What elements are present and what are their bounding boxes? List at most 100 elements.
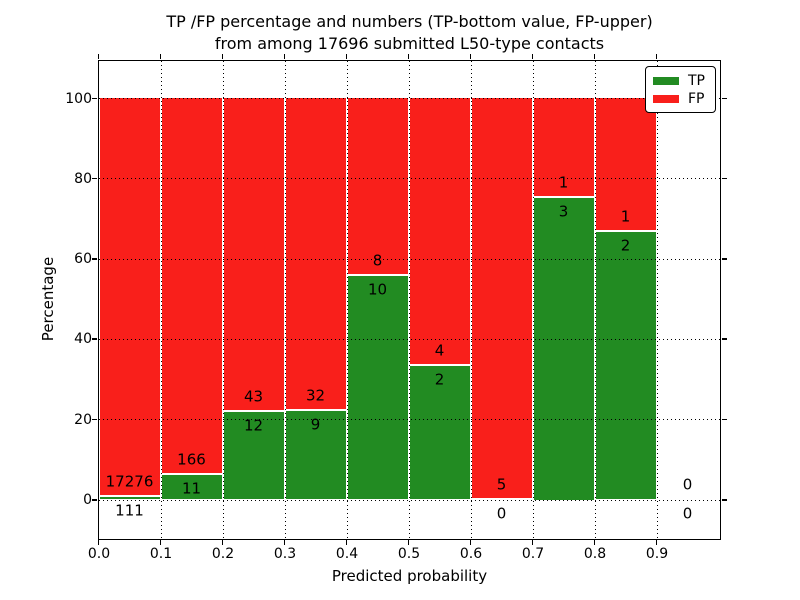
legend-entry-tp: TP	[653, 72, 708, 90]
fp-count-label: 8	[372, 251, 383, 270]
x-tick-mark	[469, 54, 472, 59]
legend: TP FP	[645, 66, 716, 113]
x-tick-mark	[593, 54, 596, 59]
y-tick-label: 80	[74, 170, 92, 187]
tp-count-label: 111	[115, 501, 144, 520]
tp-bar-segment	[284, 411, 347, 500]
fp-bar-segment	[532, 98, 595, 199]
y-tick-mark	[721, 338, 727, 340]
fp-count-label: 17276	[105, 472, 154, 491]
y-tick-label: 40	[74, 331, 92, 348]
tp-bar-segment	[532, 198, 595, 500]
x-tick-label: 0.2	[211, 546, 235, 562]
tp-bar-segment	[408, 365, 471, 500]
legend-label-fp: FP	[688, 90, 705, 107]
x-tick-mark	[531, 540, 534, 545]
y-tick-mark	[92, 258, 97, 260]
tp-bar-segment	[594, 231, 657, 500]
tp-count-label: 3	[558, 202, 569, 221]
x-tick-label: 0.0	[87, 546, 111, 562]
fp-bar-segment	[470, 98, 533, 500]
tp-count-label: 2	[434, 370, 445, 389]
x-tick-label: 0.4	[335, 546, 359, 562]
tp-count-label: 0	[496, 504, 507, 522]
x-tick-mark	[221, 540, 224, 545]
x-tick-label: 0.7	[521, 546, 545, 562]
x-tick-label: 0.6	[459, 546, 483, 562]
x-tick-mark	[283, 54, 286, 59]
fp-count-label: 5	[496, 475, 507, 493]
x-tick-label: 0.3	[273, 546, 297, 562]
x-tick-mark	[531, 54, 534, 59]
plot-area: 17276 111 166 11 43 12 32 9 8 10 4 2 5 0 1 3 1 2 0 0	[92, 54, 727, 545]
fp-bar-segment	[160, 98, 223, 475]
tp-count-label: 10	[367, 280, 388, 299]
tp-legend-swatch-icon	[653, 76, 679, 85]
chart-title: TP /FP percentage and numbers (TP-bottom…	[99, 11, 720, 55]
y-tick-mark	[721, 418, 727, 421]
fp-bar-segment	[346, 98, 409, 277]
tp-count-label: 0	[682, 504, 693, 522]
v-gridline	[222, 60, 224, 539]
tp-count-label: 2	[620, 236, 631, 255]
fp-count-label: 166	[177, 450, 206, 469]
v-gridline	[470, 60, 472, 539]
x-tick-mark	[469, 540, 472, 545]
y-tick-mark	[721, 97, 727, 99]
y-tick-mark	[92, 177, 97, 180]
tp-count-label: 11	[181, 479, 202, 498]
v-gridline	[408, 60, 410, 539]
fp-bar-segment	[594, 98, 657, 232]
tp-bar-segment	[346, 276, 409, 500]
fp-count-label: 1	[558, 173, 569, 192]
fp-legend-swatch-icon	[653, 94, 679, 103]
x-tick-mark	[407, 54, 410, 59]
y-tick-mark	[92, 338, 97, 340]
fp-count-label: 1	[620, 207, 631, 226]
y-tick-mark	[92, 499, 97, 501]
chart-title-line2: from among 17696 submitted L50-type cont…	[214, 34, 605, 53]
fp-bar-segment	[408, 98, 471, 366]
v-gridline	[284, 60, 286, 539]
tp-bar-segment	[98, 496, 161, 500]
x-tick-label: 0.1	[149, 546, 173, 562]
legend-entry-fp: FP	[653, 90, 708, 108]
x-tick-mark	[345, 54, 348, 59]
y-tick-mark	[721, 499, 727, 501]
tp-count-label: 12	[243, 416, 264, 435]
y-tick-mark	[92, 97, 97, 99]
x-tick-label: 0.5	[397, 546, 421, 562]
v-gridline	[656, 60, 658, 539]
x-tick-mark	[97, 54, 100, 59]
y-tick-mark	[721, 177, 727, 180]
y-axis-label: Percentage	[39, 256, 57, 342]
v-gridline	[594, 60, 596, 539]
fp-count-label: 0	[682, 475, 693, 493]
x-tick-mark	[345, 540, 348, 545]
fp-count-label: 32	[305, 386, 326, 405]
y-tick-mark	[721, 258, 727, 260]
tp-count-label: 9	[310, 415, 321, 434]
fp-bar-segment	[284, 98, 347, 412]
tp-bar-segment	[222, 411, 285, 500]
x-tick-mark	[655, 540, 658, 545]
x-tick-mark	[159, 54, 162, 59]
v-gridline	[160, 60, 162, 539]
chart-title-line1: TP /FP percentage and numbers (TP-bottom…	[166, 12, 653, 31]
fp-count-label: 43	[243, 387, 264, 406]
fp-bar-segment	[98, 98, 161, 497]
v-gridline	[532, 60, 534, 539]
fp-bar-segment	[222, 98, 285, 412]
x-tick-mark	[655, 54, 658, 59]
x-tick-label: 0.9	[645, 546, 669, 562]
x-tick-mark	[593, 540, 596, 545]
y-tick-label: 60	[74, 251, 92, 268]
y-tick-mark	[92, 418, 97, 421]
x-tick-label: 0.8	[583, 546, 607, 562]
legend-label-tp: TP	[688, 72, 705, 89]
y-tick-label: 20	[74, 411, 92, 428]
x-tick-mark	[407, 540, 410, 545]
v-gridline	[346, 60, 348, 539]
x-axis-label: Predicted probability	[331, 567, 488, 585]
